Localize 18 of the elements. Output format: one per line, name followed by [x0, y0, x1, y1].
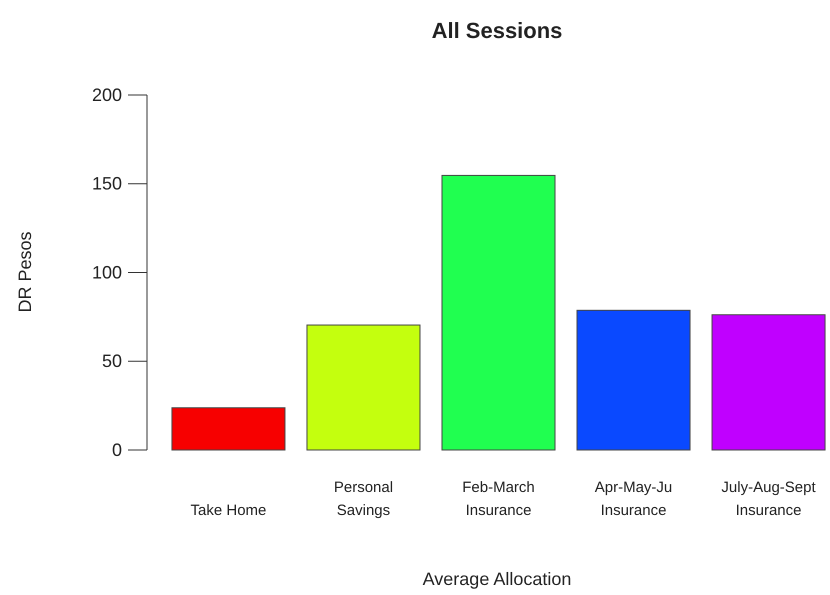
bar — [712, 314, 826, 450]
bar — [171, 407, 286, 450]
y-tick-label: 0 — [112, 440, 122, 460]
y-tick-label: 150 — [92, 174, 122, 194]
x-tick-label: Take Home — [190, 502, 266, 519]
bar — [441, 174, 556, 450]
x-tick-label: Personal Savings — [334, 479, 394, 519]
bar — [576, 310, 691, 450]
y-axis-title: DR Pesos — [15, 231, 35, 313]
y-tick-label: 200 — [92, 84, 122, 105]
bar — [306, 324, 420, 450]
x-axis-title: Average Allocation — [422, 569, 572, 589]
x-tick-label: Feb-March Insurance — [462, 479, 535, 519]
x-tick-label: Apr-May-Ju Insurance — [594, 479, 672, 519]
x-tick-label: July-Aug-Sept Insurance — [721, 479, 816, 519]
chart-title: All Sessions — [432, 18, 562, 43]
y-tick-label: 50 — [102, 351, 122, 372]
y-tick-label: 100 — [92, 262, 122, 282]
